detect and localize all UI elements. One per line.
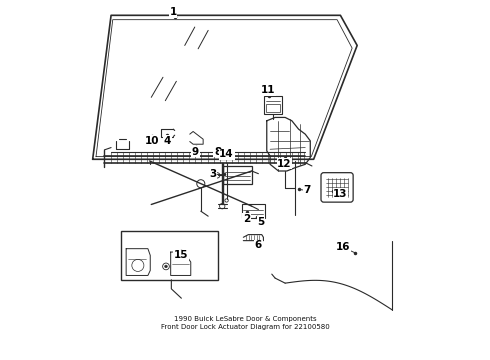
Text: 16: 16 — [336, 242, 350, 252]
Text: 1990 Buick LeSabre Door & Components
Front Door Lock Actuator Diagram for 221005: 1990 Buick LeSabre Door & Components Fro… — [161, 316, 329, 330]
Text: 7: 7 — [303, 185, 311, 195]
Text: 8: 8 — [214, 147, 221, 157]
Text: 5: 5 — [257, 217, 265, 227]
Text: 2: 2 — [243, 213, 250, 224]
Text: 9: 9 — [192, 147, 199, 157]
Circle shape — [165, 265, 167, 268]
Text: 13: 13 — [333, 189, 348, 199]
Bar — [121, 231, 218, 280]
Bar — [265, 96, 282, 114]
Bar — [266, 104, 280, 112]
Text: 3: 3 — [210, 169, 217, 179]
Text: 11: 11 — [261, 85, 276, 95]
Bar — [223, 166, 252, 184]
Text: 15: 15 — [173, 250, 188, 260]
Text: 12: 12 — [277, 159, 292, 168]
Text: 4: 4 — [164, 136, 171, 146]
Bar — [242, 204, 265, 218]
Text: 14: 14 — [219, 149, 234, 159]
Text: 6: 6 — [255, 240, 262, 250]
Text: 10: 10 — [145, 136, 159, 146]
Text: 1: 1 — [170, 7, 176, 17]
